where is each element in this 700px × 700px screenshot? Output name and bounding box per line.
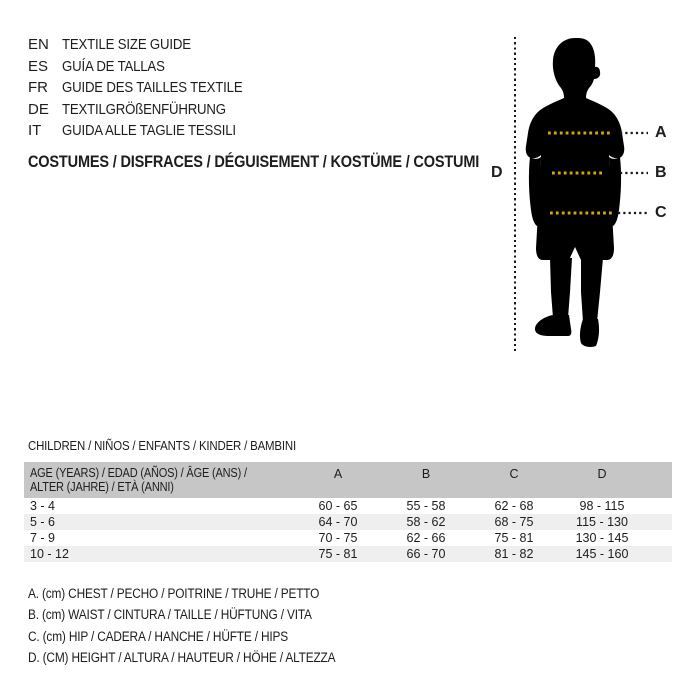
table-row: 7 - 9 70 - 75 62 - 66 75 - 81 130 - 145	[24, 530, 672, 546]
age-cell: 7 - 9	[30, 531, 56, 545]
column-header-d: D	[597, 467, 607, 481]
lang-label: TEXTILGRÖßENFÜHRUNG	[62, 100, 226, 118]
chest-cell: 70 - 75	[318, 531, 358, 545]
lang-code: IT	[28, 122, 42, 140]
waist-cell: 66 - 70	[406, 547, 446, 561]
category-title: COSTUMES / DISFRACES / DÉGUISEMENT / KOS…	[28, 153, 480, 171]
waist-cell: 58 - 62	[406, 515, 446, 529]
lang-label: TEXTILE SIZE GUIDE	[62, 36, 191, 54]
legend-hip: C. (cm) HIP / CADERA / HANCHE / HÜFTE / …	[28, 628, 289, 644]
hip-cell: 75 - 81	[494, 531, 534, 545]
column-header-b: B	[421, 467, 431, 481]
chest-cell: 75 - 81	[318, 547, 358, 561]
child-silhouette	[525, 38, 625, 347]
height-measure-dotted-line	[514, 37, 516, 353]
lang-row-fr: FR GUIDE DES TAILLES TEXTILE	[28, 77, 267, 99]
size-table-header: AGE (YEARS) / EDAD (AÑOS) / ÂGE (ANS) / …	[24, 462, 672, 498]
size-table: AGE (YEARS) / EDAD (AÑOS) / ÂGE (ANS) / …	[24, 462, 672, 562]
height-label: D	[491, 164, 503, 181]
waist-cell: 62 - 66	[406, 531, 446, 545]
hip-cell: 68 - 75	[494, 515, 534, 529]
lang-code: EN	[28, 36, 49, 54]
age-cell: 5 - 6	[30, 515, 56, 529]
waist-label: B	[655, 164, 667, 181]
hip-cell: 81 - 82	[494, 547, 534, 561]
table-row: 3 - 4 60 - 65 55 - 58 62 - 68 98 - 115	[24, 498, 672, 514]
age-cell: 3 - 4	[30, 499, 56, 513]
language-list: EN TEXTILE SIZE GUIDE ES GUÍA DE TALLAS …	[28, 34, 267, 142]
chest-cell: 60 - 65	[318, 499, 358, 513]
child-silhouette-icon	[525, 38, 648, 347]
legend-height: D. (CM) HEIGHT / ALTURA / HAUTEUR / HÖHE…	[28, 649, 336, 665]
column-header-a: A	[333, 467, 343, 481]
lang-label: GUIDA ALLE TAGLIE TESSILI	[62, 122, 236, 140]
height-cell: 115 - 130	[576, 515, 628, 529]
column-header-c: C	[509, 467, 519, 481]
chest-cell: 64 - 70	[318, 515, 358, 529]
age-column-header: AGE (YEARS) / EDAD (AÑOS) / ÂGE (ANS) / …	[30, 466, 247, 494]
lang-label: GUIDE DES TAILLES TEXTILE	[62, 79, 243, 97]
lang-row-es: ES GUÍA DE TALLAS	[28, 56, 267, 78]
hip-cell: 62 - 68	[494, 499, 534, 513]
height-cell: 98 - 115	[579, 499, 625, 513]
age-cell: 10 - 12	[30, 547, 69, 561]
waist-cell: 55 - 58	[406, 499, 446, 513]
hip-label: C	[655, 204, 667, 221]
measurement-legend: A. (cm) CHEST / PECHO / POITRINE / TRUHE…	[28, 583, 377, 668]
legend-waist: B. (cm) WAIST / CINTURA / TAILLE / HÜFTU…	[28, 607, 312, 623]
lang-row-en: EN TEXTILE SIZE GUIDE	[28, 34, 267, 56]
lang-code: DE	[28, 100, 49, 118]
chest-label: A	[655, 124, 667, 141]
lang-code: ES	[28, 57, 49, 75]
legend-chest: A. (cm) CHEST / PECHO / POITRINE / TRUHE…	[28, 586, 320, 601]
lang-row-it: IT GUIDA ALLE TAGLIE TESSILI	[28, 120, 267, 142]
height-cell: 145 - 160	[575, 547, 629, 561]
table-row: 5 - 6 64 - 70 58 - 62 68 - 75 115 - 130	[24, 514, 672, 530]
lang-code: FR	[28, 79, 48, 97]
lang-row-de: DE TEXTILGRÖßENFÜHRUNG	[28, 99, 267, 121]
section-title-children: CHILDREN / NIÑOS / ENFANTS / KINDER / BA…	[28, 438, 296, 453]
table-row: 10 - 12 75 - 81 66 - 70 81 - 82 145 - 16…	[24, 546, 672, 562]
height-cell: 130 - 145	[575, 531, 629, 545]
lang-label: GUÍA DE TALLAS	[62, 57, 165, 75]
measurement-figure: A B C D	[480, 30, 695, 362]
